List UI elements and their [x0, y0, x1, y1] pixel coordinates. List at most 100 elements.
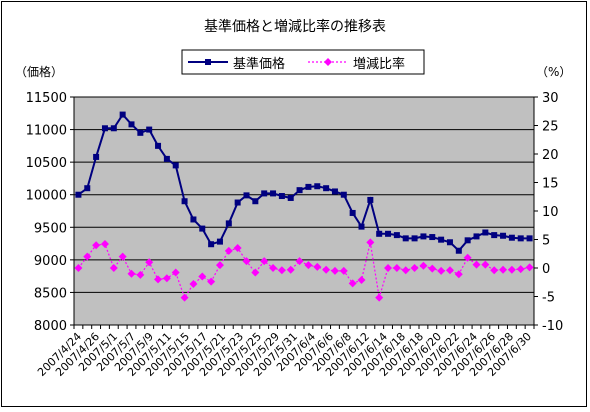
y-right-tick-label: 0 — [542, 262, 550, 277]
series-price-point — [172, 162, 179, 169]
y-right-axis-label: （%） — [536, 65, 571, 79]
series-price-point — [367, 196, 374, 203]
series-price-point — [402, 235, 409, 242]
y-left-tick-label: 11500 — [26, 91, 67, 106]
series-price-point — [314, 183, 321, 190]
series-price-point — [155, 142, 162, 149]
series-ratio-point — [162, 274, 171, 283]
series-price-point — [358, 223, 365, 230]
series-price-point — [163, 155, 170, 162]
series-price-point — [93, 153, 100, 160]
series-ratio-point — [207, 277, 216, 286]
y-left-tick-label: 8000 — [34, 319, 67, 334]
y-right-tick-label: 10 — [542, 205, 559, 220]
series-ratio-point — [507, 265, 516, 274]
series-price-point — [216, 238, 223, 245]
series-price-point — [199, 225, 206, 232]
series-ratio-point — [330, 266, 339, 275]
series-ratio-line — [77, 242, 530, 299]
series-ratio-point — [109, 264, 118, 272]
series-price-point — [420, 233, 427, 240]
series-price-point — [376, 230, 383, 237]
series-ratio-point — [348, 279, 357, 288]
series-price-point — [438, 236, 445, 243]
series-price-point — [349, 209, 356, 216]
series-ratio-point — [454, 270, 463, 279]
series-price-point — [305, 183, 312, 190]
series-ratio-point — [198, 272, 207, 281]
series-ratio-point — [242, 257, 251, 266]
series-price-point — [517, 235, 524, 242]
legend-label-ratio: 増減比率 — [353, 56, 405, 72]
series-ratio-point — [322, 265, 331, 274]
series-ratio-point — [224, 246, 233, 255]
series-price-point — [411, 235, 418, 242]
series-ratio-point — [357, 275, 366, 284]
legend-marker-ratio — [324, 58, 332, 66]
series-ratio-point — [260, 257, 269, 266]
series-price-point — [446, 239, 453, 246]
series-ratio-point — [118, 252, 127, 261]
series-ratio-point — [127, 269, 136, 278]
series-ratio-point — [74, 264, 83, 272]
y-right-tick-label: 25 — [542, 120, 559, 135]
series-ratio-point — [180, 293, 189, 302]
y-left-tick-label: 10000 — [26, 189, 67, 204]
series-ratio-point — [136, 270, 145, 279]
series-ratio-point — [499, 265, 508, 274]
series-ratio-point — [490, 266, 499, 275]
series-price-point — [464, 237, 471, 244]
legend-marker-price — [205, 59, 211, 65]
series-ratio-point — [295, 257, 304, 266]
series-ratio-point — [233, 244, 242, 253]
series-ratio-point — [410, 264, 419, 272]
series-price-point — [500, 232, 507, 239]
chart-title: 基準価格と増減比率の推移表 — [204, 18, 386, 35]
series-ratio-point — [392, 264, 401, 272]
series-ratio-point — [437, 266, 446, 275]
y-right-tick-label: -5 — [542, 291, 555, 306]
series-price-point — [287, 194, 294, 201]
y-right-tick-label: 20 — [542, 148, 559, 163]
series-price-point — [75, 191, 82, 198]
series-price-point — [508, 234, 515, 241]
y-right-tick-label: 30 — [542, 91, 559, 106]
series-ratio-point — [463, 253, 472, 262]
series-price-point — [331, 188, 338, 195]
series-price-point — [278, 193, 285, 200]
series-price-point — [110, 125, 117, 132]
series-price-point — [137, 129, 144, 136]
y-right-tick-label: -10 — [542, 319, 563, 334]
series-ratio-point — [525, 263, 534, 272]
series-ratio-point — [251, 268, 260, 277]
series-price-point — [243, 192, 250, 199]
chart-frame: 基準価格と増減比率の推移表 （価格） （%） 8000 8500 9000 9500 1… — [1, 1, 587, 407]
legend-label-price: 基準価格 — [233, 56, 285, 72]
series-ratio-point — [401, 266, 410, 275]
series-price-point — [473, 233, 480, 240]
series-ratio-point — [481, 260, 490, 269]
series-ratio-point — [428, 264, 437, 273]
series-price-point — [252, 198, 259, 205]
y-left-tick-label: 10500 — [26, 156, 67, 171]
series-price-point — [270, 190, 277, 197]
series-ratio-point — [269, 264, 278, 272]
series-ratio-point — [83, 252, 92, 261]
y-left-tick-label: 8500 — [34, 286, 67, 301]
series-price-point — [128, 121, 135, 128]
series-price-point — [429, 234, 436, 241]
series-price-point — [119, 111, 126, 118]
series-ratio-point — [171, 268, 180, 277]
series-ratio-point — [215, 261, 224, 270]
series-price-point — [190, 216, 197, 223]
series-price-point — [385, 230, 392, 237]
series-price-point — [526, 235, 533, 242]
series-price-point — [234, 199, 241, 206]
series-price-point — [323, 185, 330, 192]
series-price-point — [84, 185, 91, 192]
series-ratio-point — [366, 238, 375, 247]
series-price-point — [181, 198, 188, 205]
legend: 基準価格 増減比率 — [181, 49, 425, 75]
series-ratio-point — [339, 266, 348, 275]
series-ratio-point — [472, 260, 481, 269]
